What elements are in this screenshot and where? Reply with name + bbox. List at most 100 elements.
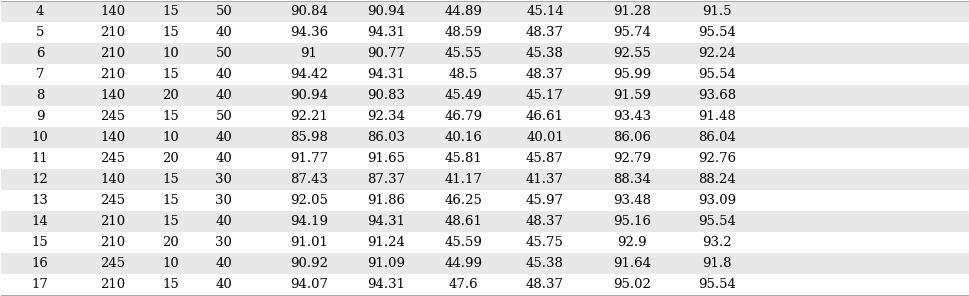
Text: 40: 40	[215, 152, 232, 165]
Text: 86.06: 86.06	[612, 131, 650, 144]
Text: 92.9: 92.9	[616, 236, 646, 249]
Text: 45.97: 45.97	[525, 194, 563, 207]
Text: 12: 12	[32, 173, 48, 186]
Text: 245: 245	[100, 194, 125, 207]
Text: 45.49: 45.49	[445, 89, 483, 102]
Text: 45.87: 45.87	[525, 152, 563, 165]
Text: 88.34: 88.34	[612, 173, 650, 186]
FancyBboxPatch shape	[1, 232, 968, 253]
Text: 140: 140	[100, 5, 125, 18]
Text: 48.37: 48.37	[525, 26, 563, 39]
Text: 48.37: 48.37	[525, 68, 563, 81]
Text: 40: 40	[215, 215, 232, 228]
Text: 15: 15	[32, 236, 48, 249]
Text: 10: 10	[32, 131, 48, 144]
Text: 30: 30	[215, 194, 232, 207]
Text: 91.5: 91.5	[702, 5, 732, 18]
Text: 91.77: 91.77	[290, 152, 328, 165]
Text: 87.37: 87.37	[367, 173, 405, 186]
Text: 8: 8	[36, 89, 45, 102]
Text: 210: 210	[100, 236, 125, 249]
Text: 210: 210	[100, 278, 125, 291]
FancyBboxPatch shape	[1, 43, 968, 64]
Text: 47.6: 47.6	[449, 278, 478, 291]
Text: 91.59: 91.59	[612, 89, 650, 102]
Text: 87.43: 87.43	[290, 173, 328, 186]
Text: 92.79: 92.79	[612, 152, 650, 165]
Text: 92.76: 92.76	[698, 152, 735, 165]
Text: 245: 245	[100, 152, 125, 165]
Text: 90.84: 90.84	[290, 5, 328, 18]
Text: 30: 30	[215, 173, 232, 186]
Text: 40.16: 40.16	[445, 131, 483, 144]
Text: 30: 30	[215, 236, 232, 249]
Text: 15: 15	[162, 5, 179, 18]
Text: 94.42: 94.42	[290, 68, 328, 81]
Text: 20: 20	[162, 236, 179, 249]
FancyBboxPatch shape	[1, 211, 968, 232]
Text: 140: 140	[100, 131, 125, 144]
Text: 93.43: 93.43	[612, 110, 650, 123]
Text: 4: 4	[36, 5, 45, 18]
Text: 91.65: 91.65	[367, 152, 405, 165]
Text: 95.74: 95.74	[612, 26, 650, 39]
Text: 40: 40	[215, 131, 232, 144]
Text: 94.36: 94.36	[290, 26, 328, 39]
Text: 94.07: 94.07	[290, 278, 328, 291]
FancyBboxPatch shape	[1, 22, 968, 43]
Text: 92.24: 92.24	[698, 47, 735, 60]
Text: 46.25: 46.25	[445, 194, 483, 207]
Text: 90.94: 90.94	[290, 89, 328, 102]
Text: 90.92: 90.92	[290, 257, 328, 270]
Text: 15: 15	[162, 110, 179, 123]
Text: 93.48: 93.48	[612, 194, 650, 207]
Text: 45.81: 45.81	[445, 152, 483, 165]
Text: 86.03: 86.03	[367, 131, 405, 144]
Text: 210: 210	[100, 47, 125, 60]
Text: 92.55: 92.55	[612, 47, 650, 60]
Text: 6: 6	[36, 47, 45, 60]
Text: 210: 210	[100, 215, 125, 228]
Text: 91.86: 91.86	[367, 194, 405, 207]
Text: 15: 15	[162, 194, 179, 207]
FancyBboxPatch shape	[1, 253, 968, 274]
Text: 95.16: 95.16	[612, 215, 650, 228]
Text: 95.54: 95.54	[698, 68, 735, 81]
Text: 91.24: 91.24	[367, 236, 405, 249]
Text: 140: 140	[100, 89, 125, 102]
Text: 50: 50	[215, 5, 232, 18]
Text: 91.28: 91.28	[612, 5, 650, 18]
Text: 50: 50	[215, 110, 232, 123]
Text: 10: 10	[162, 131, 179, 144]
Text: 94.31: 94.31	[367, 215, 405, 228]
Text: 45.17: 45.17	[525, 89, 563, 102]
FancyBboxPatch shape	[1, 274, 968, 295]
FancyBboxPatch shape	[1, 64, 968, 85]
Text: 245: 245	[100, 110, 125, 123]
Text: 88.24: 88.24	[698, 173, 735, 186]
Text: 140: 140	[100, 173, 125, 186]
Text: 91.48: 91.48	[698, 110, 735, 123]
Text: 90.77: 90.77	[367, 47, 405, 60]
Text: 13: 13	[32, 194, 48, 207]
Text: 90.83: 90.83	[367, 89, 405, 102]
FancyBboxPatch shape	[1, 127, 968, 148]
Text: 41.17: 41.17	[445, 173, 483, 186]
Text: 48.37: 48.37	[525, 278, 563, 291]
Text: 91.64: 91.64	[612, 257, 650, 270]
Text: 92.05: 92.05	[290, 194, 328, 207]
Text: 44.89: 44.89	[445, 5, 483, 18]
FancyBboxPatch shape	[1, 106, 968, 127]
Text: 93.68: 93.68	[698, 89, 735, 102]
Text: 95.54: 95.54	[698, 215, 735, 228]
Text: 92.21: 92.21	[290, 110, 328, 123]
Text: 16: 16	[32, 257, 48, 270]
Text: 91.01: 91.01	[290, 236, 328, 249]
Text: 94.19: 94.19	[290, 215, 328, 228]
Text: 11: 11	[32, 152, 48, 165]
Text: 5: 5	[36, 26, 45, 39]
Text: 20: 20	[162, 89, 179, 102]
Text: 85.98: 85.98	[290, 131, 328, 144]
Text: 15: 15	[162, 26, 179, 39]
Text: 48.5: 48.5	[449, 68, 478, 81]
